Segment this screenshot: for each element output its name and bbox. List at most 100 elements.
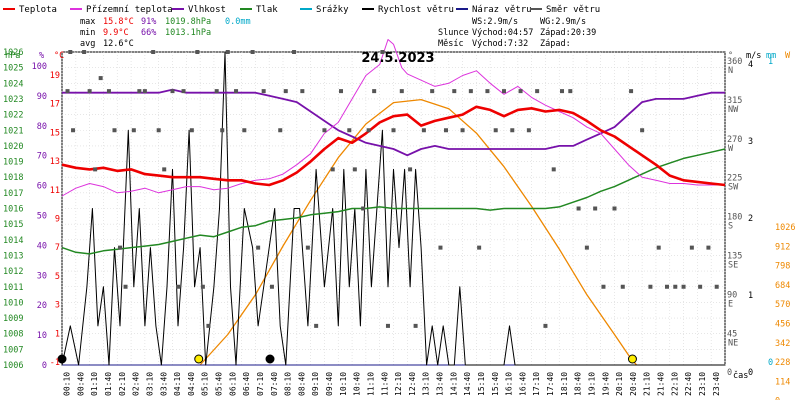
wind-direction-point (535, 89, 540, 94)
x-tick-label: 14:40 (463, 372, 472, 396)
w-tick-label: 684 (775, 281, 790, 291)
hpa-tick-label: 1008 (3, 330, 23, 340)
wind-direction-point (200, 284, 205, 289)
wind-direction-point (93, 167, 98, 172)
sunrise-marker (194, 354, 204, 364)
wind-direction-point (568, 89, 573, 94)
legend-label: Náraz větru (472, 5, 532, 15)
x-tick-label: 00:40 (76, 372, 85, 396)
legend-label: Směr větru (546, 5, 600, 15)
wind-direction-point (118, 245, 123, 250)
x-tick-label: 01:40 (104, 372, 113, 396)
c-tick-label: -1 (50, 358, 60, 368)
c-tick-label: 19 (50, 71, 60, 81)
x-tick-label: 03:40 (159, 372, 168, 396)
x-tick-label: 22:40 (684, 372, 693, 396)
wind-direction-point (250, 50, 255, 54)
wind-direction-point (131, 128, 136, 133)
wind-direction-point (485, 89, 490, 94)
hpa-tick-label: 1025 (3, 64, 23, 74)
legend-label: Vlhkost (188, 5, 226, 15)
wind-direction-point (518, 89, 523, 94)
wind-direction-point (162, 167, 167, 172)
wind-direction-point (352, 167, 357, 172)
wind-direction-point (71, 128, 76, 133)
c-tick-label: 9 (55, 215, 60, 225)
deg-tick-label: 270 (727, 135, 742, 145)
x-tick-label: 12:40 (408, 372, 417, 396)
ms-tick-label: 3 (748, 137, 753, 147)
wind-direction-point (629, 89, 634, 94)
ms-unit: m/s (746, 51, 761, 61)
ms-tick-label: 0 (748, 368, 753, 378)
wind-direction-point (640, 128, 645, 133)
wind-direction-point (698, 284, 703, 289)
wind-direction-point (443, 128, 448, 133)
wind-direction-point (438, 245, 443, 250)
c-tick-label: 1 (55, 329, 60, 339)
wind-direction-point (256, 245, 261, 250)
deg-tick-label: 180 (727, 213, 742, 223)
wind-direction-point (493, 128, 498, 133)
pct-tick-label: 100 (32, 62, 47, 72)
stat-max-press: 1019.8hPa (165, 17, 211, 27)
info-moonset: Západ: (540, 39, 571, 49)
wind-direction-point (706, 245, 711, 250)
wind-direction-point (421, 128, 426, 133)
ms-tick-label: 2 (748, 214, 753, 224)
x-axis-ticks: 00:10 00:40 01:10 01:40 02:10 02:40 03:10 03:40… (63, 372, 721, 396)
wind-direction-point (314, 323, 319, 328)
wind-direction-point (195, 50, 200, 54)
time-label: čas (733, 370, 748, 381)
wind-direction-point (689, 245, 694, 250)
c-tick-label: 11 (50, 186, 60, 196)
wind-direction-point (460, 128, 465, 133)
info-sunset: Západ:20:39 (540, 28, 596, 38)
wind-direction-point (339, 89, 344, 94)
info-sunrise: Východ:04:57 (472, 28, 533, 38)
x-tick-label: 20:10 (615, 372, 624, 396)
wind-direction-point (106, 89, 111, 94)
x-tick-label: 12:10 (394, 372, 403, 396)
stat-max-label: max (80, 17, 95, 27)
marker-layer (57, 354, 637, 364)
chart-title: 24.5.2023 (361, 51, 434, 66)
dir-tick-label: E (728, 299, 733, 309)
wind-direction-point (543, 323, 548, 328)
x-tick-label: 00:10 (63, 372, 72, 396)
wind-direction-point (214, 89, 219, 94)
w-tick-label: 228 (775, 358, 790, 368)
deg-tick-label: 360 (727, 57, 742, 67)
wind-direction-point (430, 89, 435, 94)
info-moon-label: Měsíc (438, 39, 464, 49)
deg-tick-label: 0 (727, 368, 732, 378)
wind-direction-point (526, 128, 531, 133)
wind-direction-point (366, 128, 371, 133)
pct-tick-label: 60 (37, 182, 47, 192)
moonrise-marker (265, 354, 275, 364)
hpa-tick-label: 1015 (3, 220, 23, 230)
wind-direction-point (137, 89, 142, 94)
wind-direction-point (181, 89, 186, 94)
mm-unit: mm (766, 51, 776, 61)
wind-direction-point (305, 245, 310, 250)
dir-tick-label: S (728, 222, 733, 232)
legend-label: Srážky (316, 5, 349, 15)
pct-tick-label: 80 (37, 122, 47, 132)
wind-direction-point (510, 128, 515, 133)
x-tick-label: 10:10 (339, 372, 348, 396)
legend-label: Přízemní teplota (86, 5, 173, 15)
wind-direction-point (584, 245, 589, 250)
x-tick-label: 13:10 (422, 372, 431, 396)
sunset-marker (627, 354, 637, 364)
wind-direction-point (413, 323, 418, 328)
wind-direction-point (151, 50, 156, 54)
stat-max-hum: 91% (141, 17, 156, 27)
hpa-tick-label: 1020 (3, 142, 23, 152)
x-tick-label: 02:40 (132, 372, 141, 396)
wind-direction-point (234, 89, 239, 94)
deg-tick-label: 225 (727, 174, 742, 184)
c-tick-label: 7 (55, 243, 60, 253)
wind-direction-point (656, 245, 661, 250)
